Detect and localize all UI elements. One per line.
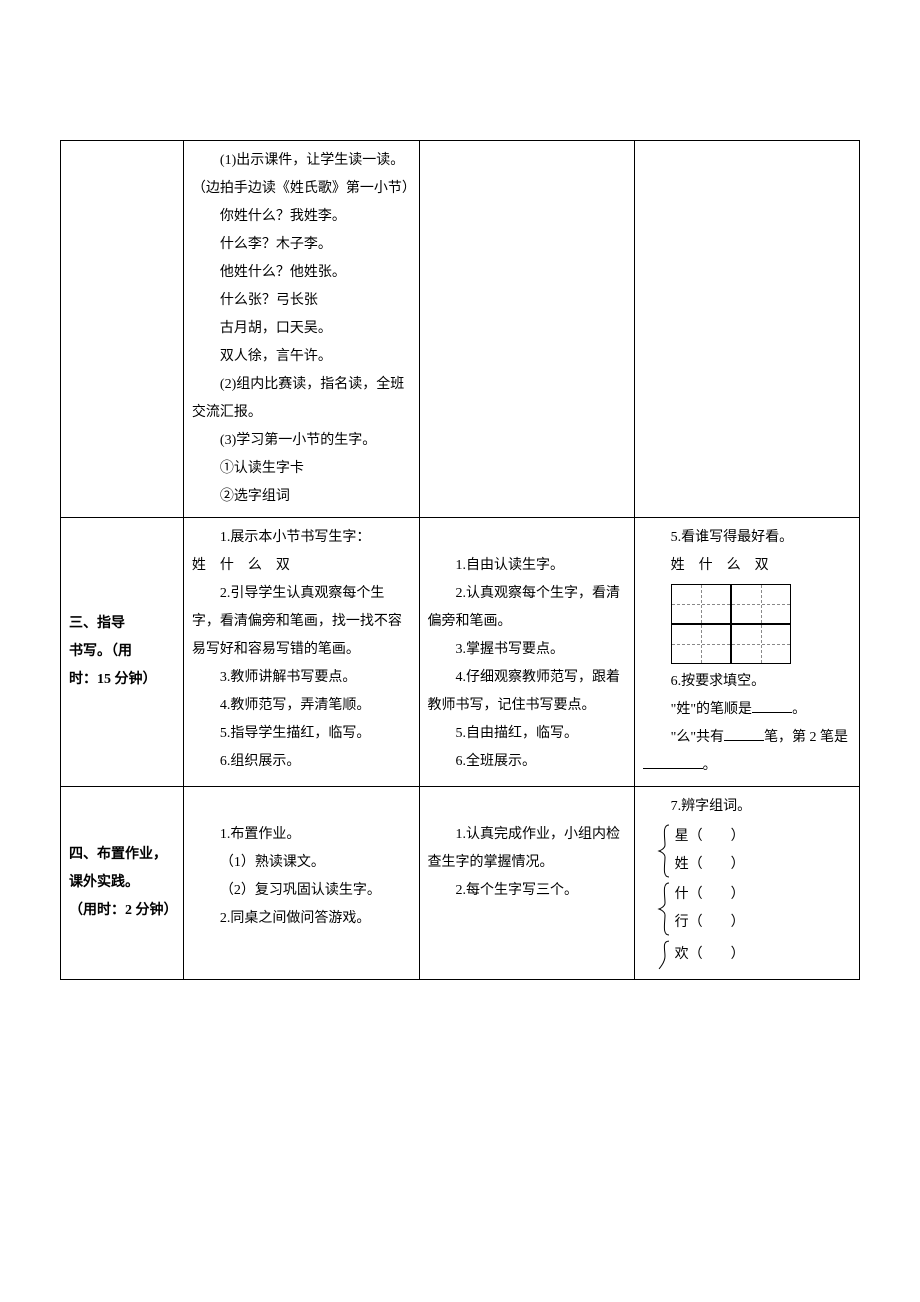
word-item: 姓（ ）	[675, 852, 745, 879]
text: （1）熟读课文。	[192, 849, 411, 877]
text: 姓 什 么 双	[643, 552, 851, 580]
brace-icon	[657, 881, 671, 937]
brace-icon	[657, 939, 671, 971]
text: ①认读生字卡	[192, 455, 411, 483]
word-item: 什（ ）	[675, 882, 745, 909]
row2-colC: 1.自由认读生字。 2.认真观察每个生字，看清偏旁和笔画。 3.掌握书写要点。 …	[419, 518, 634, 787]
text: 你姓什么？我姓李。	[192, 203, 411, 231]
text: 1.自由认读生字。	[428, 552, 626, 580]
text: 6.按要求填空。	[643, 668, 851, 696]
text: 他姓什么？他姓张。	[192, 259, 411, 287]
grid-cell	[731, 584, 791, 624]
text: "么"共有	[671, 730, 724, 745]
brace-items: 星（ ） 姓（ ）	[671, 823, 745, 879]
blank-field	[724, 726, 764, 741]
text: ②选字组词	[192, 483, 411, 511]
row2-colB: 1.展示本小节书写生字： 姓 什 么 双 2.引导学生认真观察每个生字，看清偏旁…	[183, 518, 419, 787]
text: 1.认真完成作业，小组内检查生字的掌握情况。	[428, 821, 626, 877]
text: (3)学习第一小节的生字。	[192, 427, 411, 455]
blank-field	[752, 698, 792, 713]
brace-group-2: 什（ ） 行（ ）	[657, 881, 851, 937]
text: (2)组内比赛读，指名读，全班交流汇报。	[192, 371, 411, 427]
label-line: （用时：2 分钟）	[69, 897, 175, 925]
label-line: 三、指导	[69, 610, 175, 638]
fill-blank-line: "姓"的笔顺是 。	[643, 696, 851, 724]
text: 5.看谁写得最好看。	[643, 524, 851, 552]
row3-colD: 7.辨字组词。 星（ ） 姓（ ） 什（ ）	[634, 787, 859, 980]
label-line: 四、布置作业，	[69, 841, 175, 869]
row2-label: 三、指导 书写。（用 时：15 分钟）	[61, 518, 184, 787]
text: 2.每个生字写三个。	[428, 877, 626, 905]
blank-field	[643, 754, 703, 769]
text: 5.自由描红，临写。	[428, 720, 626, 748]
row3-colB: 1.布置作业。 （1）熟读课文。 （2）复习巩固认读生字。 2.同桌之间做问答游…	[183, 787, 419, 980]
text: （2）复习巩固认读生字。	[192, 877, 411, 905]
row3-colC: 1.认真完成作业，小组内检查生字的掌握情况。 2.每个生字写三个。	[419, 787, 634, 980]
text: 2.引导学生认真观察每个生字，看清偏旁和笔画，找一找不容易写好和容易写错的笔画。	[192, 580, 411, 664]
table-row-3: 四、布置作业， 课外实践。 （用时：2 分钟） 1.布置作业。 （1）熟读课文。…	[61, 787, 860, 980]
text: 1.布置作业。	[192, 821, 411, 849]
text: 1.展示本小节书写生字：	[192, 524, 411, 552]
word-item: 行（ ）	[675, 910, 745, 937]
word-item: 星（ ）	[675, 824, 745, 851]
text: 2.同桌之间做问答游戏。	[192, 905, 411, 933]
grid-cell	[671, 624, 731, 664]
row2-colD: 5.看谁写得最好看。 姓 什 么 双 6.按要求填空。 "姓"的笔顺是。 "么"…	[634, 518, 859, 787]
fill-blank-line: "么"共有 笔，第 2 笔是	[643, 724, 851, 752]
row1-label	[61, 141, 184, 518]
text: 4.仔细观察教师范写，跟着教师书写，记住书写要点。	[428, 664, 626, 720]
brace-items: 什（ ） 行（ ）	[671, 881, 745, 937]
text: 古月胡，口天吴。	[192, 315, 411, 343]
word-item: 欢（ ）	[675, 942, 745, 969]
lesson-table: (1)出示课件，让学生读一读。（边拍手边读《姓氏歌》第一小节） 你姓什么？我姓李…	[60, 140, 860, 980]
text: 6.组织展示。	[192, 748, 411, 776]
page: (1)出示课件，让学生读一读。（边拍手边读《姓氏歌》第一小节） 你姓什么？我姓李…	[0, 0, 920, 1040]
table-row-1: (1)出示课件，让学生读一读。（边拍手边读《姓氏歌》第一小节） 你姓什么？我姓李…	[61, 141, 860, 518]
grid-cell	[731, 624, 791, 664]
text: 7.辨字组词。	[643, 793, 851, 821]
text: 姓 什 么 双	[192, 552, 411, 580]
fill-blank-line: 。	[643, 752, 851, 780]
row1-colD	[634, 141, 859, 518]
text: 3.教师讲解书写要点。	[192, 664, 411, 692]
row1-colB: (1)出示课件，让学生读一读。（边拍手边读《姓氏歌》第一小节） 你姓什么？我姓李…	[183, 141, 419, 518]
character-writing-grid	[671, 584, 791, 664]
text: "姓"的笔顺是	[671, 702, 752, 717]
text: 4.教师范写，弄清笔顺。	[192, 692, 411, 720]
text: 6.全班展示。	[428, 748, 626, 776]
text: 什么张？弓长张	[192, 287, 411, 315]
text: (1)出示课件，让学生读一读。（边拍手边读《姓氏歌》第一小节）	[192, 147, 411, 203]
text: 什么李？木子李。	[192, 231, 411, 259]
label-line: 书写。（用	[69, 638, 175, 666]
grid-cell	[671, 584, 731, 624]
text: 。	[792, 702, 806, 717]
table-row-2: 三、指导 书写。（用 时：15 分钟） 1.展示本小节书写生字： 姓 什 么 双…	[61, 518, 860, 787]
brace-icon	[657, 823, 671, 879]
label-line: 课外实践。	[69, 869, 175, 897]
text: 3.掌握书写要点。	[428, 636, 626, 664]
row1-colC	[419, 141, 634, 518]
row3-label: 四、布置作业， 课外实践。 （用时：2 分钟）	[61, 787, 184, 980]
text: 双人徐，言午许。	[192, 343, 411, 371]
brace-group-1: 星（ ） 姓（ ）	[657, 823, 851, 879]
brace-group-3: 欢（ ）	[657, 939, 851, 971]
brace-items: 欢（ ）	[671, 939, 745, 971]
text: 2.认真观察每个生字，看清偏旁和笔画。	[428, 580, 626, 636]
label-line: 时：15 分钟）	[69, 666, 175, 694]
text: 5.指导学生描红，临写。	[192, 720, 411, 748]
text: 。	[703, 758, 717, 773]
text: 笔，第 2 笔是	[764, 730, 848, 745]
